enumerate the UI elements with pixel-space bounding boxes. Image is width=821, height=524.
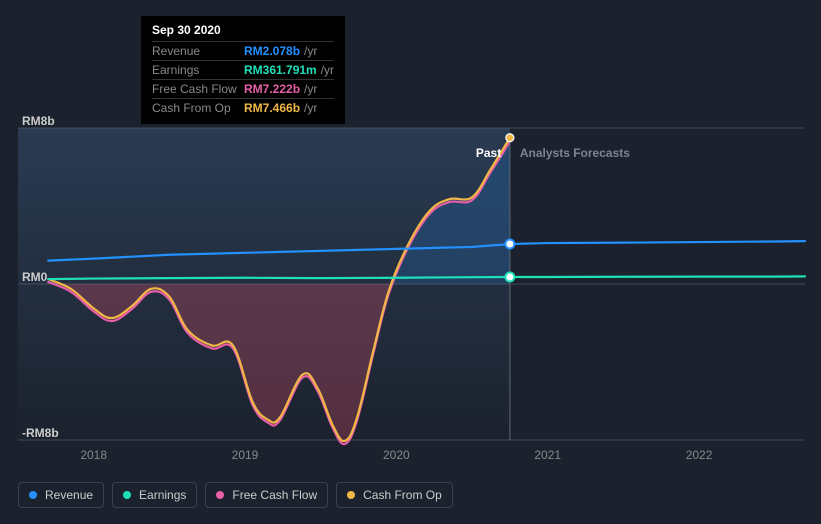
y-axis-label: RM0 [22, 270, 47, 284]
tooltip-value: RM7.466b [244, 101, 300, 115]
tooltip-label: Free Cash Flow [152, 82, 244, 96]
x-axis-label: 2019 [232, 448, 259, 462]
chart-container: Sep 30 2020 RevenueRM2.078b/yrEarningsRM… [0, 0, 821, 524]
tooltip-label: Earnings [152, 63, 244, 77]
legend-label: Earnings [139, 488, 186, 502]
x-axis-label: 2021 [534, 448, 561, 462]
chart-tooltip: Sep 30 2020 RevenueRM2.078b/yrEarningsRM… [141, 16, 345, 124]
legend-item-earnings[interactable]: Earnings [112, 482, 197, 508]
y-axis-label: RM8b [22, 114, 55, 128]
legend-item-cfo[interactable]: Cash From Op [336, 482, 453, 508]
tooltip-row: RevenueRM2.078b/yr [152, 41, 334, 60]
tooltip-value: RM2.078b [244, 44, 300, 58]
chart-legend: Revenue Earnings Free Cash Flow Cash From O… [18, 482, 453, 508]
marker-earnings [505, 272, 514, 281]
x-axis-label: 2020 [383, 448, 410, 462]
legend-swatch-icon [29, 491, 37, 499]
tooltip-date: Sep 30 2020 [152, 23, 334, 37]
tooltip-value: RM7.222b [244, 82, 300, 96]
tooltip-unit: /yr [304, 44, 317, 58]
tooltip-value: RM361.791m [244, 63, 317, 77]
legend-item-revenue[interactable]: Revenue [18, 482, 104, 508]
x-axis-label: 2018 [80, 448, 107, 462]
marker-revenue [505, 240, 514, 249]
legend-label: Cash From Op [363, 488, 442, 502]
financial-chart[interactable] [0, 0, 821, 524]
tooltip-row: Cash From OpRM7.466b/yr [152, 98, 334, 117]
legend-swatch-icon [347, 491, 355, 499]
legend-swatch-icon [216, 491, 224, 499]
tooltip-row: Free Cash FlowRM7.222b/yr [152, 79, 334, 98]
tooltip-row: EarningsRM361.791m/yr [152, 60, 334, 79]
legend-label: Revenue [45, 488, 93, 502]
tooltip-unit: /yr [321, 63, 334, 77]
tooltip-unit: /yr [304, 82, 317, 96]
y-axis-label: -RM8b [22, 426, 59, 440]
legend-label: Free Cash Flow [232, 488, 317, 502]
tooltip-label: Revenue [152, 44, 244, 58]
legend-item-fcf[interactable]: Free Cash Flow [205, 482, 328, 508]
x-axis-label: 2022 [686, 448, 713, 462]
tooltip-unit: /yr [304, 101, 317, 115]
past-label: Past [476, 146, 501, 160]
tooltip-label: Cash From Op [152, 101, 244, 115]
forecast-label: Analysts Forecasts [520, 146, 630, 160]
legend-swatch-icon [123, 491, 131, 499]
